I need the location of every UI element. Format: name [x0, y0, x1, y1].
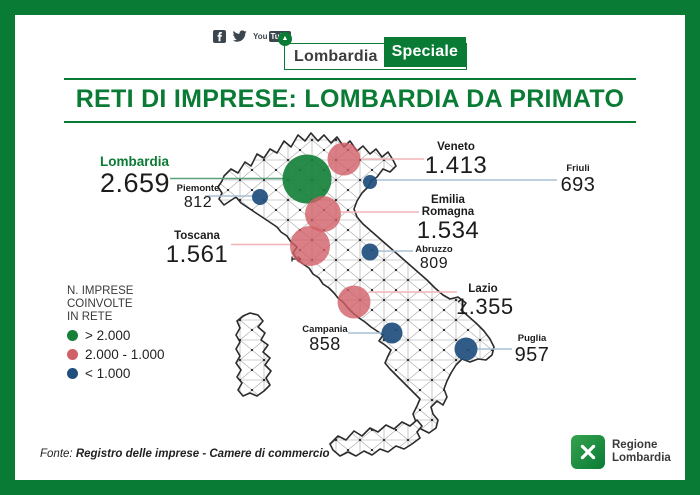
bubble-toscana [290, 226, 330, 266]
bubble-emilia-romagna [305, 196, 341, 232]
region-label-veneto: Veneto 1.413 [424, 141, 488, 180]
region-label-abruzzo: Abruzzo 809 [415, 244, 453, 272]
sardinia [235, 312, 272, 397]
bubble-lazio [337, 285, 371, 319]
page-title: RETI DI IMPRESE: LOMBARDIA DA PRIMATO [75, 85, 625, 113]
sicily [329, 419, 423, 457]
region-label-puglia: Puglia 957 [514, 333, 550, 366]
bubble-veneto [327, 142, 361, 176]
regione-lombardia-label: Regione Lombardia [612, 438, 671, 464]
bubble-friuli [363, 175, 377, 189]
pin-arrow-icon: ▲ [278, 32, 292, 46]
logo-accent: Speciale [383, 36, 467, 67]
legend-item-blue: < 1.000 [67, 366, 165, 381]
facebook-icon[interactable] [213, 30, 226, 43]
bubble-abruzzo [361, 243, 379, 261]
legend-title: N. IMPRESE COINVOLTE IN RETE [67, 285, 134, 323]
bubble-campania [381, 322, 403, 344]
region-label-friuli: Friuli 693 [560, 163, 596, 196]
legend-dot-blue-icon [67, 367, 78, 379]
region-label-campania: Campania 858 [302, 324, 348, 354]
region-label-lombardia: Lombardia 2.659 [100, 154, 171, 199]
region-label-lazio: Lazio 1.355 [456, 283, 514, 320]
lombardia-speciale-logo[interactable]: ▲ Lombardia Speciale [278, 32, 468, 70]
legend-item-green: > 2.000 [67, 328, 165, 343]
legend-item-red: 2.000 - 1.000 [67, 347, 165, 362]
rosa-camuna-icon [571, 435, 605, 469]
bubble-puglia [454, 337, 478, 361]
bubble-piemonte [252, 189, 268, 205]
twitter-icon[interactable] [232, 30, 247, 43]
bubble-lombardia [282, 154, 332, 204]
region-label-piemonte: Piemonte 812 [176, 183, 220, 211]
logo-box: ▲ Lombardia Speciale [278, 32, 468, 70]
legend-dot-green-icon [67, 329, 78, 341]
logo-name: Lombardia [294, 47, 378, 65]
source-note: Fonte: Registro delle imprese - Camere d… [40, 448, 330, 460]
title-rule-bottom [64, 121, 636, 123]
title-rule-top [64, 78, 636, 80]
region-label-emilia-romagna: Emilia Romagna 1.534 [416, 194, 480, 245]
legend-dot-red-icon [67, 348, 78, 360]
legend: N. IMPRESE COINVOLTE IN RETE > 2.000 2.0… [67, 285, 165, 381]
regione-lombardia-logo: Regione Lombardia [571, 435, 671, 469]
region-label-toscana: Toscana 1.561 [165, 230, 229, 269]
